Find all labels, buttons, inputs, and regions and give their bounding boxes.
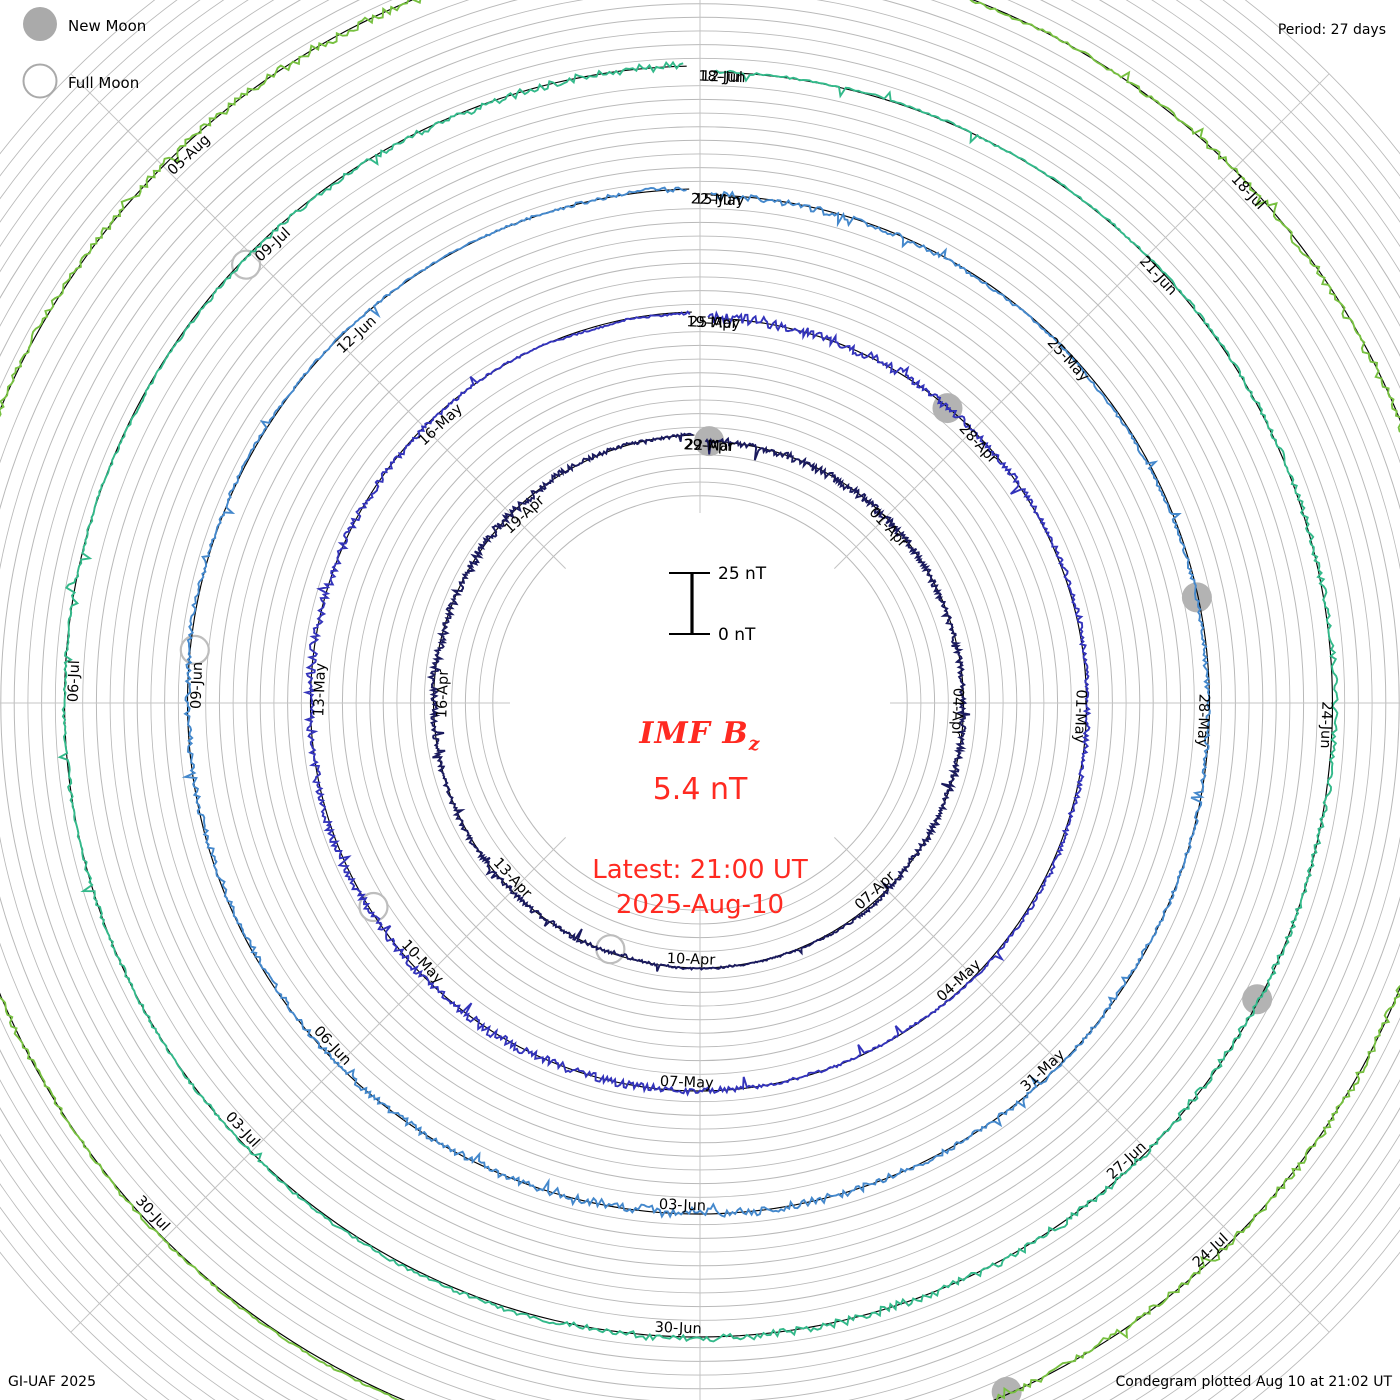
ring-date-label: 12-Jul: [701, 69, 744, 86]
new-moon-label: New Moon: [68, 17, 146, 35]
data-track-3: [181, 186, 1211, 1219]
ring-date-label: 29-Mar: [683, 437, 735, 455]
period-label: Period: 27 days: [1277, 22, 1386, 38]
ring-date-label: 24-Jul: [1190, 1231, 1232, 1271]
track-baseline: [186, 188, 1211, 1215]
plotted-timestamp-label: Condegram plotted Aug 10 at 21:02 UT: [1115, 1374, 1392, 1390]
ring-date-label: 01-May: [1071, 689, 1089, 744]
scale-bar-bottom-label: 0 nT: [718, 625, 756, 645]
ring-date-label: 04-May: [934, 956, 984, 1005]
ring-date-label: 22-May: [690, 191, 745, 209]
data-track-2: [302, 310, 1092, 1097]
scale-bar-top-label: 25 nT: [718, 564, 767, 584]
full-moon-label: Full Moon: [68, 74, 139, 92]
moon-phase-legend: New Moon Full Moon: [22, 7, 146, 99]
scale-bar: 25 nT 0 nT: [669, 564, 767, 645]
ring-date-label: 18-Jun: [698, 69, 746, 87]
new-moon-marker: [1181, 582, 1212, 613]
ring-date-label: 10-Apr: [667, 951, 716, 969]
ring-date-label: 19-May: [686, 314, 741, 332]
credit-label: GI-UAF 2025: [8, 1374, 96, 1390]
ring-date-label: 25-Apr: [689, 314, 738, 332]
full-moon-marker: [358, 891, 389, 923]
full-moon-marker: [230, 249, 262, 280]
new-moon-marker: [991, 1376, 1022, 1400]
ring-date-label: 18-Jul: [1228, 171, 1268, 213]
data-track-1: [426, 432, 971, 972]
ring-date-label: 24-Jun: [1317, 701, 1335, 749]
new-moon-icon: [23, 7, 57, 41]
ring-date-label: 06-Jul: [66, 660, 83, 703]
ring-date-label: 16-May: [416, 401, 466, 450]
ring-date-label: 03-Jun: [659, 1197, 707, 1215]
ring-date-label: 10-May: [398, 937, 447, 987]
data-track-4: [57, 60, 1339, 1343]
ring-date-label: 25-May: [1044, 335, 1093, 385]
ring-date-label: 31-May: [1018, 1046, 1068, 1095]
ring-date-label: 28-May: [1194, 693, 1212, 748]
ring-date-label: 04-Apr: [948, 687, 966, 736]
ring-date-label: 22-Apr: [684, 437, 733, 455]
ring-date-label: 16-Apr: [434, 670, 452, 719]
full-moon-icon: [22, 63, 58, 99]
full-moon-marker: [179, 634, 210, 665]
ring-date-label: 09-Jun: [188, 662, 206, 710]
ring-date-label: 13-May: [311, 662, 329, 717]
ring-date-label: 07-May: [660, 1074, 715, 1092]
ring-date-label: 15-Jun: [694, 191, 742, 209]
ring-date-label: 30-Jun: [654, 1320, 702, 1338]
